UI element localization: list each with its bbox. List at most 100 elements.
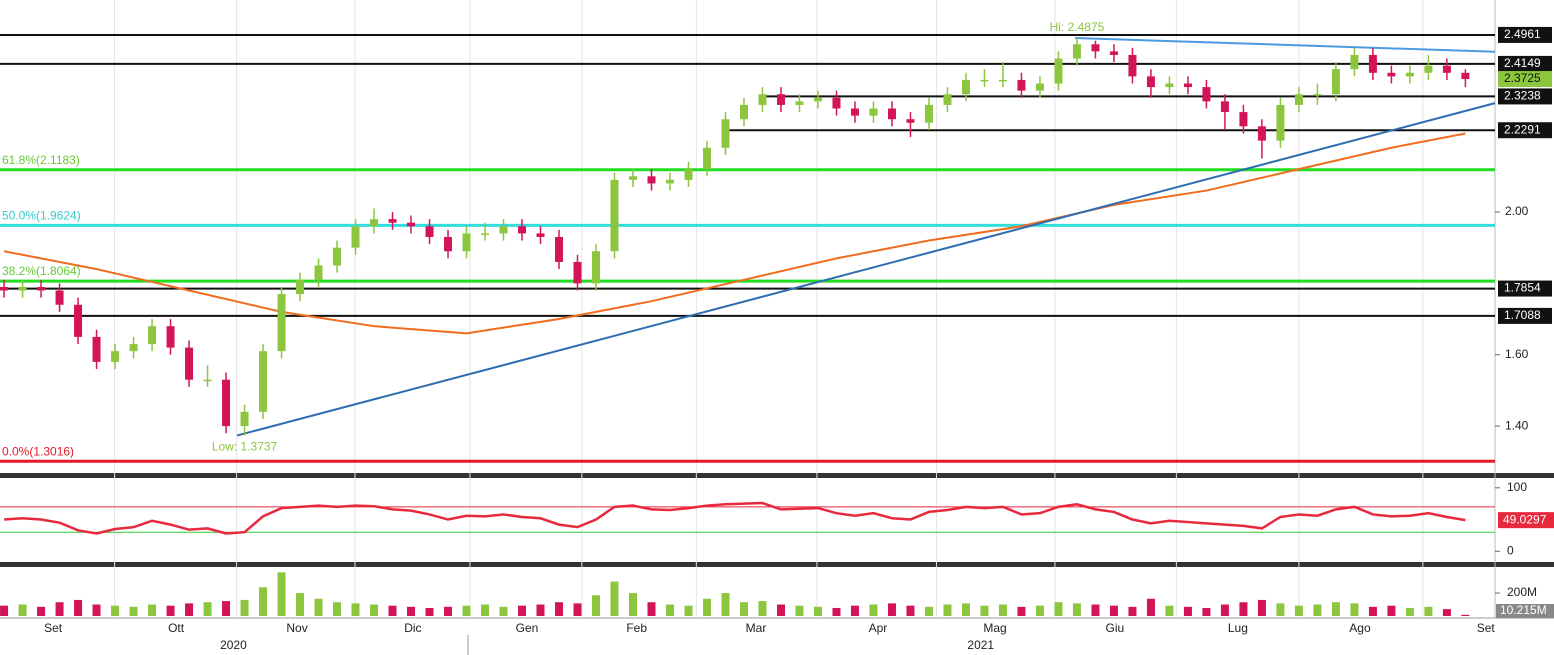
candle-body [684, 169, 693, 180]
candle-body [610, 179, 619, 252]
volume-bar [1350, 603, 1359, 616]
volume-bar [1054, 602, 1063, 616]
volume-bar [370, 604, 379, 616]
volume-bar [592, 595, 601, 616]
level-label: 2.4149 [1504, 56, 1541, 70]
candle-body [1276, 104, 1285, 141]
volume-bar [518, 605, 527, 616]
volume-bar [462, 605, 471, 616]
candle-body [647, 176, 656, 184]
level-label: 1.7088 [1504, 308, 1541, 322]
candle-body [1405, 72, 1414, 77]
candle-body [1165, 83, 1174, 88]
fib-label: 0.0%(1.3016) [2, 444, 74, 458]
volume-bar [18, 604, 27, 616]
candle-body [536, 233, 545, 237]
y-tick-label: 1.40 [1505, 418, 1529, 432]
volume-bar [813, 606, 822, 616]
rsi-value-box [1498, 512, 1554, 529]
annotation: Low: 1.3737 [212, 440, 278, 454]
volume-bar [924, 606, 933, 616]
candle-body [832, 97, 841, 109]
volume-bar [499, 606, 508, 616]
trendline [236, 102, 1496, 437]
panel-separator [0, 473, 1554, 478]
candle-body [592, 251, 601, 284]
volume-bar [647, 602, 656, 616]
candle-body [37, 286, 46, 291]
volume-bar [702, 598, 711, 616]
volume-bar [259, 587, 268, 616]
volume-bar [1442, 609, 1451, 616]
volume-bar [610, 581, 619, 616]
x-tick-label: Gen [516, 621, 539, 635]
candle-body [111, 351, 120, 362]
candle-body [203, 379, 212, 382]
candle-body [1128, 54, 1137, 77]
candle-body [129, 344, 138, 352]
volume-bar [1405, 607, 1414, 616]
candle-body [222, 379, 231, 427]
candle-body [0, 286, 9, 291]
fib-label: 38.2%(1.8064) [2, 264, 81, 278]
volume-bar [1220, 604, 1229, 616]
level-label-box [1498, 88, 1552, 105]
x-tick-label: Lug [1228, 621, 1248, 635]
volume-bar [1109, 605, 1118, 616]
candle-body [1017, 79, 1026, 91]
volume-bar [573, 603, 582, 616]
volume-bar [1331, 602, 1340, 616]
volume-bar [906, 605, 915, 616]
candle-body [869, 108, 878, 116]
level-label-box [1498, 26, 1552, 43]
candle-body [739, 104, 748, 120]
volume-bar [111, 605, 120, 616]
volume-bar [1202, 607, 1211, 616]
year-label: 2020 [220, 638, 247, 652]
x-tick-label: Nov [286, 621, 307, 635]
fib-label: 50.0%(1.9624) [2, 209, 81, 223]
candle-body [758, 94, 767, 105]
volume-bar [1461, 614, 1470, 616]
candle-body [388, 219, 397, 223]
candle-body [1035, 83, 1044, 91]
candle-body [776, 94, 785, 105]
volume-bar [55, 602, 64, 616]
volume-bar [203, 602, 212, 616]
volume-bar [425, 607, 434, 616]
volume-bar [1165, 605, 1174, 616]
volume-bar [795, 605, 804, 616]
candle-body [795, 101, 804, 105]
candle-body [887, 108, 896, 120]
volume-bar [628, 593, 637, 616]
y-tick-label: 0 [1507, 543, 1514, 557]
x-tick-label: Mar [746, 621, 767, 635]
fib-label: 61.8%(2.1183) [2, 153, 80, 167]
candle-body [998, 79, 1007, 82]
candle-body [1239, 112, 1248, 127]
volume-bar [1239, 602, 1248, 616]
volume-bar [1294, 605, 1303, 616]
volume-bar [1091, 604, 1100, 616]
volume-bar [240, 599, 249, 616]
candle-body [481, 233, 490, 235]
candle-body [1091, 44, 1100, 52]
volume-bar [1035, 605, 1044, 616]
volume-bar [37, 606, 46, 616]
x-tick-label: Ott [168, 621, 185, 635]
candle-body [240, 411, 249, 427]
volume-bar [185, 603, 194, 616]
volume-bar [536, 604, 545, 616]
candle-body [1368, 54, 1377, 73]
candle-body [425, 226, 434, 237]
candle-body [92, 336, 101, 362]
volume-bar [1017, 606, 1026, 616]
year-label: 2021 [967, 638, 994, 652]
volume-bar [869, 604, 878, 616]
candle-body [18, 286, 27, 291]
candle-body [277, 294, 286, 352]
candle-body [1202, 87, 1211, 102]
candle-body [259, 351, 268, 412]
y-tick-label: 1.60 [1505, 347, 1529, 361]
